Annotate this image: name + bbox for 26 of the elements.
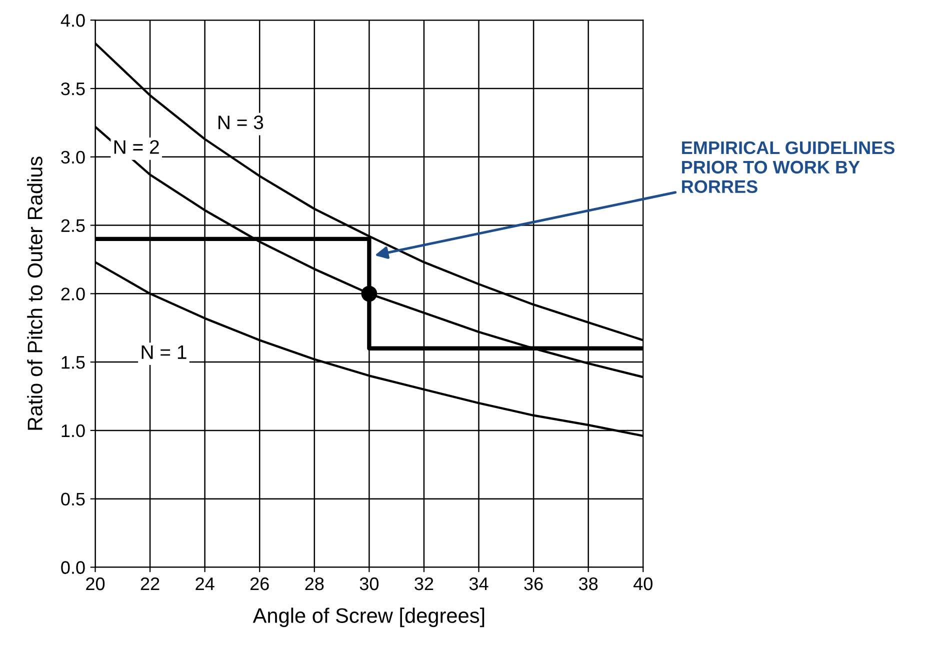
- x-tick-label: 22: [140, 577, 160, 590]
- x-tick-label: 40: [634, 577, 652, 590]
- series-label: N = 3: [218, 116, 264, 130]
- y-tick-label: 2.5: [61, 219, 85, 232]
- y-axis-title: Ratio of Pitch to Outer Radius: [27, 156, 42, 430]
- y-tick-label: 4.0: [60, 14, 85, 27]
- x-tick-label: 34: [469, 577, 488, 590]
- x-axis-title: Angle of Screw [degrees]: [252, 608, 484, 628]
- x-tick-label: 32: [414, 577, 434, 590]
- x-tick-label: 24: [196, 577, 214, 590]
- y-tick-label: 1.0: [62, 424, 85, 438]
- series-label: N = 2: [114, 140, 159, 154]
- annotation: EMPIRICAL GUIDELINES PRIOR TO WORK BY RORRES: [682, 141, 894, 194]
- y-tick-label: 2.0: [61, 288, 85, 300]
- x-tick-label: 28: [305, 577, 324, 590]
- y-tick-label: 0.0: [61, 561, 85, 574]
- x-tick-label: 30: [360, 577, 379, 590]
- x-tick-label: 20: [86, 577, 105, 590]
- y-tick-label: 0.5: [61, 492, 85, 506]
- y-tick-label: 3.0: [61, 150, 85, 164]
- y-tick-label: 1.5: [62, 356, 85, 369]
- x-tick-label: 38: [578, 577, 598, 590]
- y-tick-label: 3.5: [61, 82, 85, 96]
- x-tick-label: 26: [250, 577, 269, 590]
- x-tick-label: 36: [524, 577, 543, 590]
- series-label: N = 1: [142, 346, 186, 359]
